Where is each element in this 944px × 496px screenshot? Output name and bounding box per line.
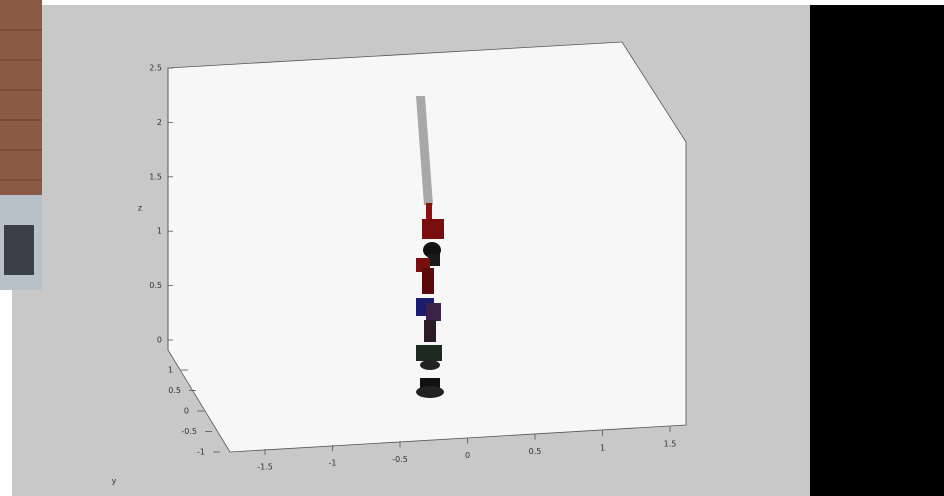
y-axis-label: y [112, 477, 117, 486]
link [426, 303, 441, 321]
tick-label: 0 [157, 336, 162, 345]
link [424, 320, 436, 342]
tick-label: 0 [465, 451, 470, 460]
tick-label: 0 [184, 407, 189, 416]
tick-label: 2 [157, 118, 162, 127]
tick-label: -0.5 [392, 455, 408, 464]
link [422, 219, 444, 239]
link [422, 268, 434, 294]
tick-label: 0.5 [168, 386, 181, 395]
tick-label: 2.5 [149, 64, 162, 73]
tick-label: -1 [197, 448, 205, 457]
tick-label: 0.5 [149, 281, 162, 290]
tick-label: 1 [168, 366, 173, 375]
tick-label: 0.5 [529, 447, 542, 456]
camera-inset [0, 0, 42, 290]
tick-label: -0.5 [181, 427, 197, 436]
inset-machine-dark [4, 225, 34, 275]
z-axis-label: z [138, 204, 142, 213]
tick-label: 1 [600, 443, 605, 452]
tick-label: -1 [329, 459, 337, 468]
page: z y 0 0.5 1 1.5 2 2.5 1 0.5 0 -0.5 -1 -1.5 -1 -0.5 0 0.… [0, 0, 944, 496]
tick-label: 1.5 [149, 172, 162, 181]
black-border [810, 5, 944, 496]
link [416, 345, 442, 361]
link [426, 203, 432, 221]
screen: z y 0 0.5 1 1.5 2 2.5 1 0.5 0 -0.5 -1 -1.5 -1 -0.5 0 0.… [0, 0, 944, 496]
tick-label: -1.5 [257, 463, 273, 472]
base [416, 386, 444, 398]
joint [420, 360, 440, 370]
tick-label: 1 [157, 227, 162, 236]
tick-label: 1.5 [664, 440, 677, 449]
